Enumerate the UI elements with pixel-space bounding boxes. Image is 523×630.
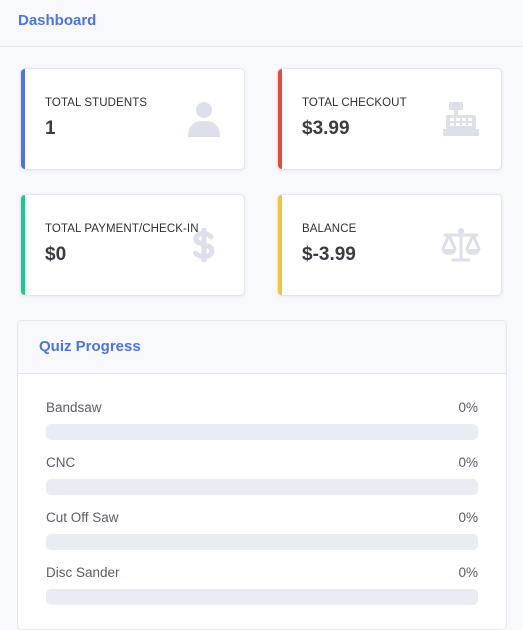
card-value: $3.99 <box>302 118 350 139</box>
dollar-sign-icon <box>184 225 224 265</box>
cash-register-icon <box>441 99 481 139</box>
card-value: $0 <box>45 244 67 265</box>
quiz-item: CNC 0% <box>46 455 478 499</box>
card-label: BALANCE <box>302 223 357 235</box>
progress-bar <box>46 479 478 495</box>
card-balance: BALANCE $-3.99 <box>277 194 502 296</box>
quiz-item: Cut Off Saw 0% <box>46 510 478 554</box>
quiz-progress-header: Quiz Progress <box>18 321 506 374</box>
quiz-item: Disc Sander 0% <box>46 565 478 609</box>
card-total-checkout: TOTAL CHECKOUT $3.99 <box>277 68 502 170</box>
card-value: 1 <box>45 118 56 139</box>
user-icon <box>184 99 224 139</box>
quiz-item-percent: 0% <box>458 400 478 415</box>
quiz-item-name: Cut Off Saw <box>46 510 119 525</box>
card-accent <box>278 69 282 169</box>
quiz-item-name: Disc Sander <box>46 565 120 580</box>
balance-scale-icon <box>441 225 481 265</box>
quiz-progress-title: Quiz Progress <box>39 338 141 355</box>
quiz-item-percent: 0% <box>458 565 478 580</box>
progress-bar <box>46 589 478 605</box>
page-title: Dashboard <box>18 12 97 29</box>
progress-bar <box>46 534 478 550</box>
quiz-item-percent: 0% <box>458 455 478 470</box>
card-total-payment: TOTAL PAYMENT/CHECK-IN $0 <box>20 194 245 296</box>
topbar: Dashboard <box>0 0 523 47</box>
progress-bar <box>46 424 478 440</box>
card-accent <box>21 69 25 169</box>
card-accent <box>21 195 25 295</box>
card-label: TOTAL PAYMENT/CHECK-IN <box>45 223 199 235</box>
card-total-students: TOTAL STUDENTS 1 <box>20 68 245 170</box>
quiz-item: Bandsaw 0% <box>46 400 478 444</box>
card-value: $-3.99 <box>302 244 356 265</box>
quiz-item-name: Bandsaw <box>46 400 102 415</box>
card-accent <box>278 195 282 295</box>
card-label: TOTAL STUDENTS <box>45 97 148 109</box>
quiz-item-percent: 0% <box>458 510 478 525</box>
quiz-progress-panel: Quiz Progress Bandsaw 0% CNC 0% Cut Off … <box>17 320 507 630</box>
quiz-item-name: CNC <box>46 455 76 470</box>
card-label: TOTAL CHECKOUT <box>302 97 407 109</box>
